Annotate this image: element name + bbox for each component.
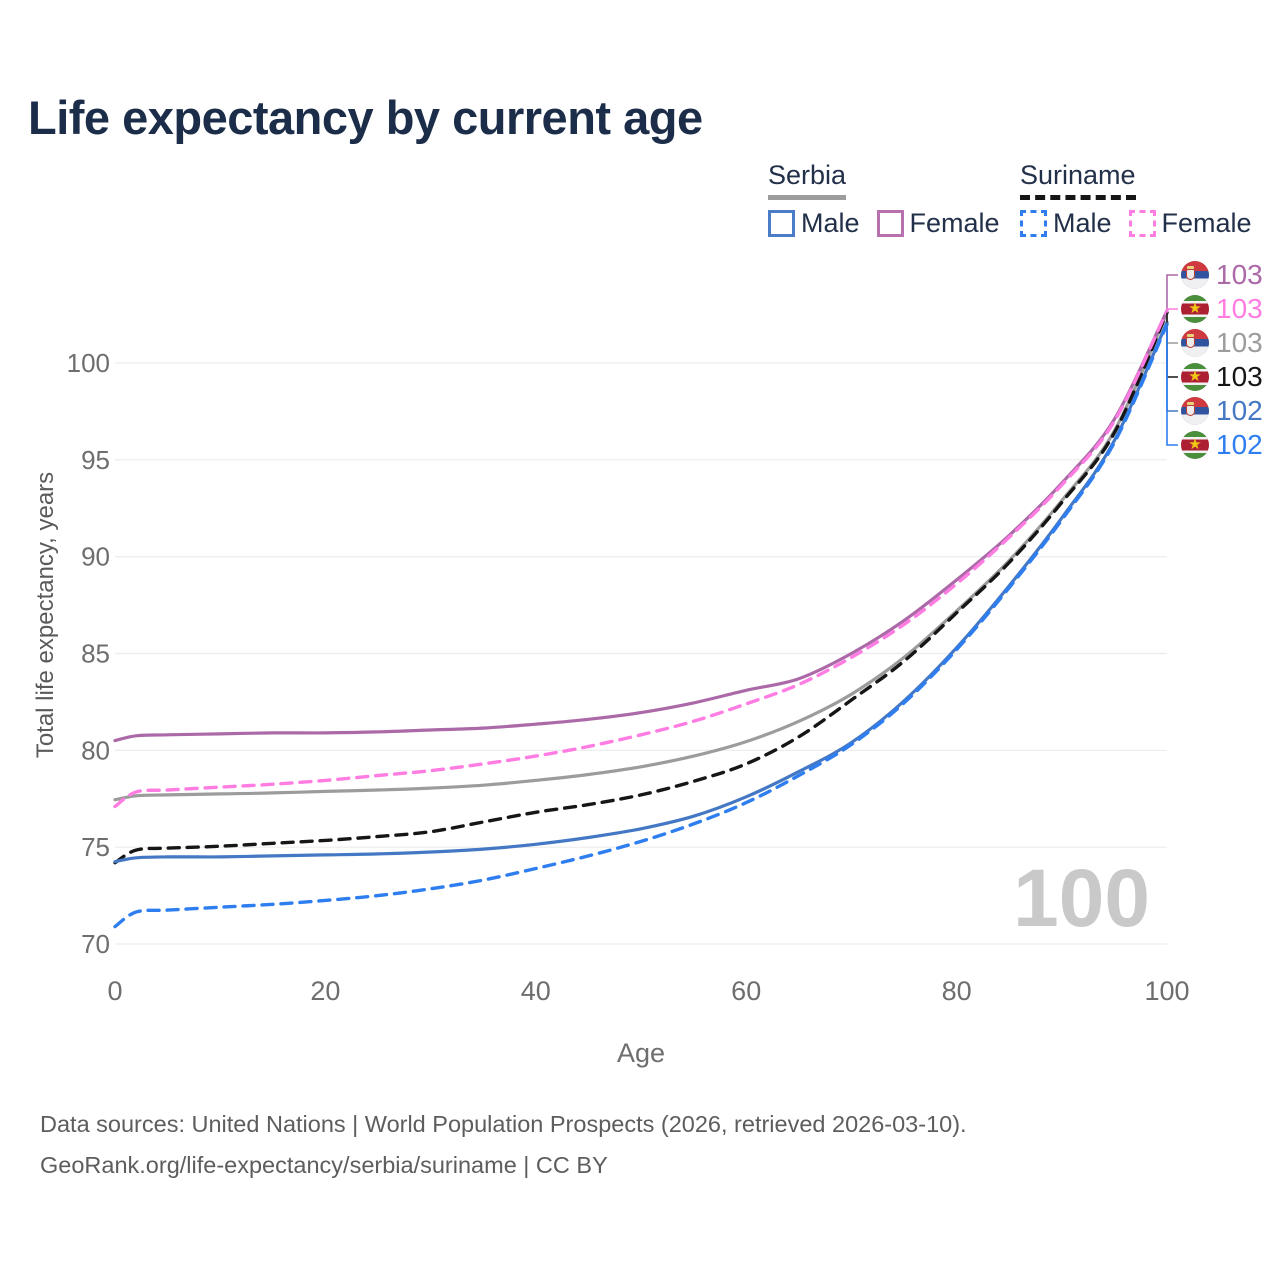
- legend-items-serbia: Male Female: [768, 208, 1017, 239]
- legend-swatch-suriname-male[interactable]: [1020, 210, 1047, 237]
- y-axis-title: Total life expectancy, years: [32, 471, 59, 759]
- y-tick-label-70: 70: [81, 929, 110, 959]
- end-label-row-suriname-male: ★ 102: [1181, 429, 1263, 460]
- x-tick-label-40: 40: [521, 976, 551, 1006]
- footer: Data sources: United Nations | World Pop…: [40, 1104, 967, 1186]
- serbia-flag-icon: [1181, 397, 1209, 425]
- legend-items-suriname: Male Female: [1020, 208, 1269, 239]
- footer-data-sources: Data sources: United Nations | World Pop…: [40, 1111, 967, 1137]
- leader-line-serbia-male: [1166, 322, 1178, 412]
- y-tick-label-90: 90: [81, 542, 110, 572]
- x-axis-title: Age: [616, 1038, 666, 1068]
- y-tick-label-95: 95: [81, 445, 110, 475]
- legend-group-title-suriname[interactable]: Suriname: [1020, 160, 1136, 200]
- series-line-serbia-female: [113, 309, 1169, 743]
- leader-line-suriname-male: [1166, 324, 1178, 446]
- suriname-flag-icon: ★: [1181, 431, 1209, 459]
- current-age-watermark: 100: [1013, 853, 1150, 944]
- legend-group-suriname: Suriname Male Female: [1020, 160, 1269, 239]
- leader-line-serbia-total: [1166, 312, 1178, 344]
- end-label-row-serbia-female: 103: [1181, 259, 1263, 290]
- legend-label-suriname-female[interactable]: Female: [1161, 208, 1252, 238]
- x-tick-label-20: 20: [310, 976, 340, 1006]
- page-title: Life expectancy by current age: [28, 91, 703, 144]
- end-value-serbia-male: 102: [1216, 395, 1263, 426]
- y-tick-label-100: 100: [67, 348, 110, 378]
- x-tick-label-100: 100: [1144, 976, 1189, 1006]
- x-tick-label-60: 60: [731, 976, 761, 1006]
- series-line-suriname-female: [113, 309, 1169, 809]
- serbia-flag-icon: [1181, 329, 1209, 357]
- leader-line-suriname-female: [1166, 308, 1178, 311]
- end-value-serbia-female: 103: [1216, 259, 1263, 290]
- legend-group-title-serbia[interactable]: Serbia: [768, 160, 847, 200]
- x-tick-label-0: 0: [107, 976, 122, 1006]
- legend-swatch-serbia-male[interactable]: [768, 210, 795, 237]
- series-line-suriname-total: [113, 310, 1169, 865]
- legend-label-serbia-female[interactable]: Female: [909, 208, 1000, 238]
- legend-group-serbia: Serbia Male Female: [768, 160, 1017, 239]
- end-value-suriname-total: 103: [1216, 361, 1263, 392]
- legend-swatch-serbia-female[interactable]: [876, 210, 904, 237]
- y-tick-label-80: 80: [81, 735, 110, 765]
- x-tick-label-80: 80: [942, 976, 972, 1006]
- suriname-flag-icon: ★: [1181, 363, 1209, 391]
- series-line-serbia-male: [113, 320, 1169, 864]
- series-line-suriname-male: [113, 322, 1169, 929]
- y-tick-label-75: 75: [81, 832, 110, 862]
- end-value-serbia-total: 103: [1216, 327, 1263, 358]
- end-label-row-suriname-total: ★ 103: [1181, 361, 1263, 392]
- end-label-row-serbia-male: 102: [1181, 395, 1263, 426]
- end-value-suriname-female: 103: [1216, 293, 1263, 324]
- end-label-row-serbia-total: 103: [1181, 327, 1263, 358]
- end-label-row-suriname-female: ★ 103: [1181, 293, 1263, 324]
- suriname-flag-icon: ★: [1181, 295, 1209, 323]
- footer-attribution-link[interactable]: GeoRank.org/life-expectancy/serbia/surin…: [40, 1152, 608, 1178]
- legend-label-serbia-male[interactable]: Male: [801, 208, 860, 238]
- chart-canvas[interactable]: 70 75 80 85 90 95 100 0 20 40 60 80 100: [0, 0, 1280, 1080]
- legend-swatch-suriname-female[interactable]: [1128, 210, 1156, 237]
- leader-line-suriname-total: [1166, 312, 1178, 378]
- serbia-flag-icon: [1181, 261, 1209, 289]
- leader-line-serbia-female: [1166, 274, 1178, 311]
- legend-label-suriname-male[interactable]: Male: [1053, 208, 1112, 238]
- y-tick-label-85: 85: [81, 639, 110, 669]
- end-value-suriname-male: 102: [1216, 429, 1263, 460]
